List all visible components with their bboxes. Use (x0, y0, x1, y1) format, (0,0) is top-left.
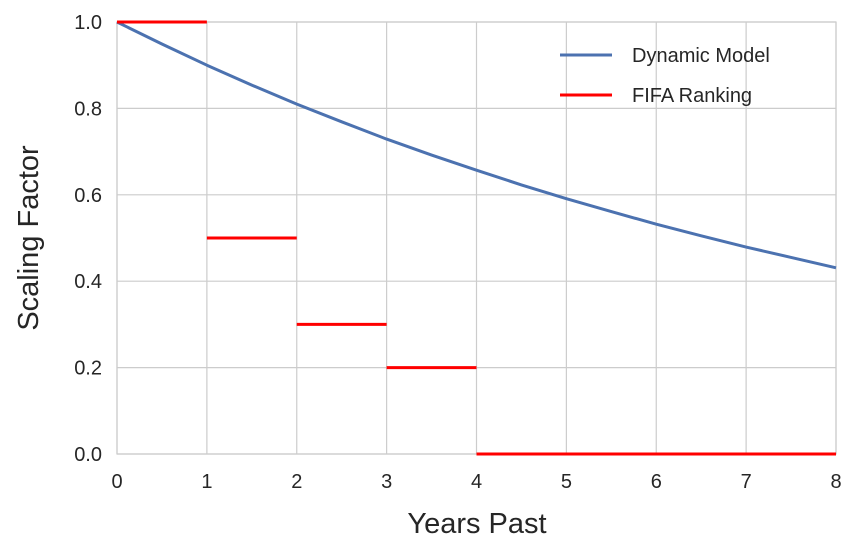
y-tick-label: 0.2 (74, 358, 102, 380)
y-tick-label: 0.6 (74, 185, 102, 207)
legend: Dynamic Model FIFA Ranking (560, 45, 770, 107)
y-tick-label: 0.4 (74, 271, 102, 293)
x-tick-label: 6 (651, 471, 662, 493)
y-tick-label: 0.0 (74, 444, 102, 466)
y-tick-labels: 0.0 0.2 0.4 0.6 0.8 1.0 (74, 12, 102, 466)
x-tick-labels: 0 1 2 3 4 5 6 7 8 (111, 471, 841, 493)
series-line-dynamic-model (116, 20, 837, 270)
x-tick-label: 8 (830, 471, 841, 493)
x-tick-label: 2 (291, 471, 302, 493)
x-tick-label: 7 (741, 471, 752, 493)
x-tick-label: 3 (381, 471, 392, 493)
y-tick-label: 1.0 (74, 12, 102, 34)
x-tick-label: 4 (471, 471, 482, 493)
legend-label-fifa-ranking: FIFA Ranking (632, 85, 752, 107)
x-tick-label: 1 (201, 471, 212, 493)
legend-label-dynamic-model: Dynamic Model (632, 45, 770, 67)
series-layer (116, 20, 837, 456)
x-axis-label: Years Past (407, 508, 546, 540)
y-tick-label: 0.8 (74, 98, 102, 120)
y-axis-label: Scaling Factor (13, 145, 45, 331)
x-tick-label: 0 (111, 471, 122, 493)
x-tick-label: 5 (561, 471, 572, 493)
